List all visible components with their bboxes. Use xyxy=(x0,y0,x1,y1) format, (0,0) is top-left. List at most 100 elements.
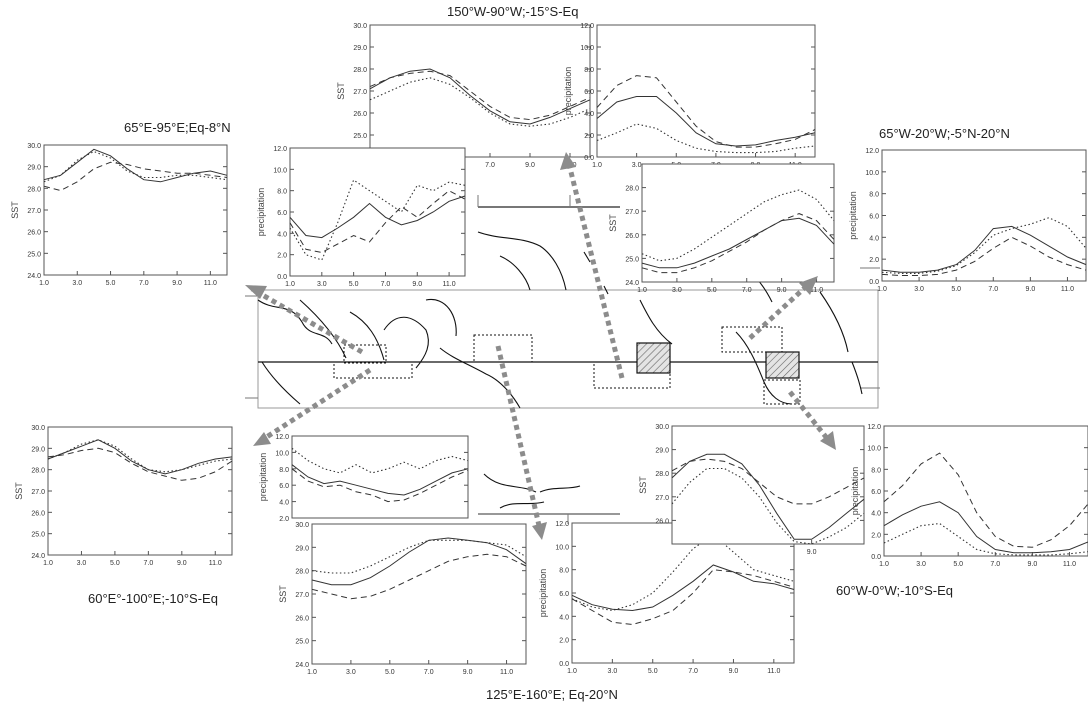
y-tick-label: 10.0 xyxy=(580,45,594,52)
series-line-solid xyxy=(571,564,795,612)
y-tick-label: 28.0 xyxy=(27,186,41,193)
series-line-dotted xyxy=(671,467,865,545)
y-tick-label: 12.0 xyxy=(555,521,569,528)
y-tick-label: 25.0 xyxy=(295,639,309,646)
series-line-solid xyxy=(289,195,466,239)
arrow-to-65e95e xyxy=(250,286,364,355)
y-tick-label: 2.0 xyxy=(279,516,289,523)
series-line-solid xyxy=(369,68,591,125)
region-title-60e100e: 60°E°-100°E;-10°S-Eq xyxy=(88,591,218,606)
y-tick-label: 6.0 xyxy=(871,489,881,496)
x-tick-label: 11.0 xyxy=(1061,286,1074,293)
y-tick-label: 4.0 xyxy=(559,614,569,621)
series-line-dashed xyxy=(43,161,228,192)
x-tick-label: 1.0 xyxy=(879,561,889,568)
chart-panel-sst-60e100e: 24.0 25.0 26.0 27.0 28.0 29.0 30.0 1.0 3.0 5.0 7.0… xyxy=(14,425,233,567)
x-tick-label: 9.0 xyxy=(1027,561,1037,568)
chart-panel-sst-65w20w: 24.0 25.0 26.0 27.0 28.0 1.0 3.0 5.0 7.0 9.0 11.0 S… xyxy=(608,163,835,294)
region-title-125e160e: 125°E-160°E; Eq-20°N xyxy=(486,687,618,702)
x-tick-label: 3.0 xyxy=(77,560,87,567)
chart-panel-pr-65e95e: 0.0 2.0 4.0 6.0 8.0 10.0 12.0 1.0 3.0 5.0 7.0 9.0 11… xyxy=(256,146,466,288)
series-line-dashed xyxy=(369,70,591,121)
y-axis-label: SST xyxy=(10,201,20,219)
y-tick-label: 4.0 xyxy=(871,511,881,518)
x-tick-label: 1.0 xyxy=(285,281,295,288)
chart-panel-pr-60e100e: 2.0 4.0 6.0 8.0 10.0 12.0 precipitation xyxy=(258,434,469,523)
y-tick-label: 6.0 xyxy=(277,210,287,217)
chart-panel-pr-60w0w: 0.0 2.0 4.0 6.0 8.0 10.0 12.0 1.0 3.0 5.0 7.0 9.0 11… xyxy=(850,424,1088,568)
series-line-dotted xyxy=(881,217,1087,274)
x-tick-label: 11.0 xyxy=(204,280,217,287)
y-tick-label: 6.0 xyxy=(584,89,594,96)
y-tick-label: 12.0 xyxy=(275,434,289,441)
x-tick-label: 5.0 xyxy=(953,561,963,568)
map-frame xyxy=(257,289,879,409)
arrow-to-60e100e xyxy=(260,367,372,443)
x-tick-label: 7.0 xyxy=(143,560,153,567)
x-tick-label: 1.0 xyxy=(43,560,53,567)
chart-panel-pr-65w20w: 0.0 2.0 4.0 6.0 8.0 10.0 12.0 1.0 3.0 5.0 7.0 9.0 11… xyxy=(848,148,1087,293)
y-tick-label: 12.0 xyxy=(273,146,287,153)
y-axis-label: SST xyxy=(278,585,288,603)
y-tick-label: 8.0 xyxy=(869,192,879,199)
region-title-65e95e: 65°E-95°E;Eq-8°N xyxy=(124,120,231,135)
y-tick-label: 27.0 xyxy=(27,208,41,215)
coastlines xyxy=(257,231,863,509)
y-tick-label: 4.0 xyxy=(277,231,287,238)
x-tick-label: 7.0 xyxy=(139,280,149,287)
x-tick-label: 5.0 xyxy=(106,280,116,287)
y-tick-label: 0.0 xyxy=(584,155,594,162)
x-tick-label: 7.0 xyxy=(381,281,391,288)
y-tick-label: 0.0 xyxy=(871,554,881,561)
series-line-dashed xyxy=(596,75,816,148)
y-tick-label: 26.0 xyxy=(625,233,639,240)
x-tick-label: 9.0 xyxy=(412,281,422,288)
y-tick-label: 28.0 xyxy=(295,569,309,576)
x-tick-label: 9.0 xyxy=(525,162,535,169)
y-tick-label: 25.0 xyxy=(31,532,45,539)
y-tick-label: 26.0 xyxy=(31,510,45,517)
y-tick-label: 10.0 xyxy=(275,450,289,457)
region-title-65w20w: 65°W-20°W;-5°N-20°N xyxy=(879,126,1010,141)
y-axis-label: precipitation xyxy=(538,569,548,618)
y-tick-label: 30.0 xyxy=(353,23,367,30)
arrowhead-60w0w xyxy=(820,431,836,450)
region-title-150w90w: 150°W-90°W;-15°S-Eq xyxy=(447,4,579,19)
y-tick-label: 2.0 xyxy=(584,133,594,140)
x-tick-label: 5.0 xyxy=(951,286,961,293)
y-axis-label: SST xyxy=(638,476,648,494)
y-tick-label: 8.0 xyxy=(559,568,569,575)
y-tick-label: 29.0 xyxy=(295,545,309,552)
y-tick-label: 26.0 xyxy=(353,111,367,118)
series-line-dotted xyxy=(43,150,228,183)
x-tick-label: 9.0 xyxy=(807,549,817,556)
x-tick-label: 9.0 xyxy=(463,669,473,676)
series-line-solid xyxy=(311,537,527,586)
y-tick-label: 6.0 xyxy=(279,483,289,490)
series-line-solid xyxy=(641,217,835,269)
series-line-dashed xyxy=(47,447,233,481)
chart-panel-sst-150w90w: 24.025.026.027.028.029.030.01.03.05.07.0… xyxy=(336,23,591,169)
y-tick-label: 30.0 xyxy=(655,424,669,431)
x-tick-label: 3.0 xyxy=(914,286,924,293)
x-tick-label: 9.0 xyxy=(177,560,187,567)
y-tick-label: 8.0 xyxy=(584,67,594,74)
arrowhead-125e160e xyxy=(532,522,547,540)
y-axis-label: SST xyxy=(608,214,618,232)
x-tick-label: 7.0 xyxy=(424,669,434,676)
y-tick-label: 24.0 xyxy=(27,273,41,280)
y-tick-label: 8.0 xyxy=(871,467,881,474)
series-line-dotted xyxy=(369,77,591,127)
plot-frame xyxy=(47,426,233,556)
x-tick-label: 7.0 xyxy=(988,286,998,293)
series-line-dotted xyxy=(641,189,835,262)
arrowhead-150w90w xyxy=(560,152,576,170)
y-tick-label: 24.0 xyxy=(31,553,45,560)
plot-frame xyxy=(596,24,816,158)
x-tick-label: 3.0 xyxy=(607,668,617,675)
x-tick-label: 11.0 xyxy=(500,669,513,676)
series-line-dashed xyxy=(311,553,527,600)
region-box-150w90w xyxy=(593,361,671,389)
x-tick-label: 3.0 xyxy=(632,162,642,169)
